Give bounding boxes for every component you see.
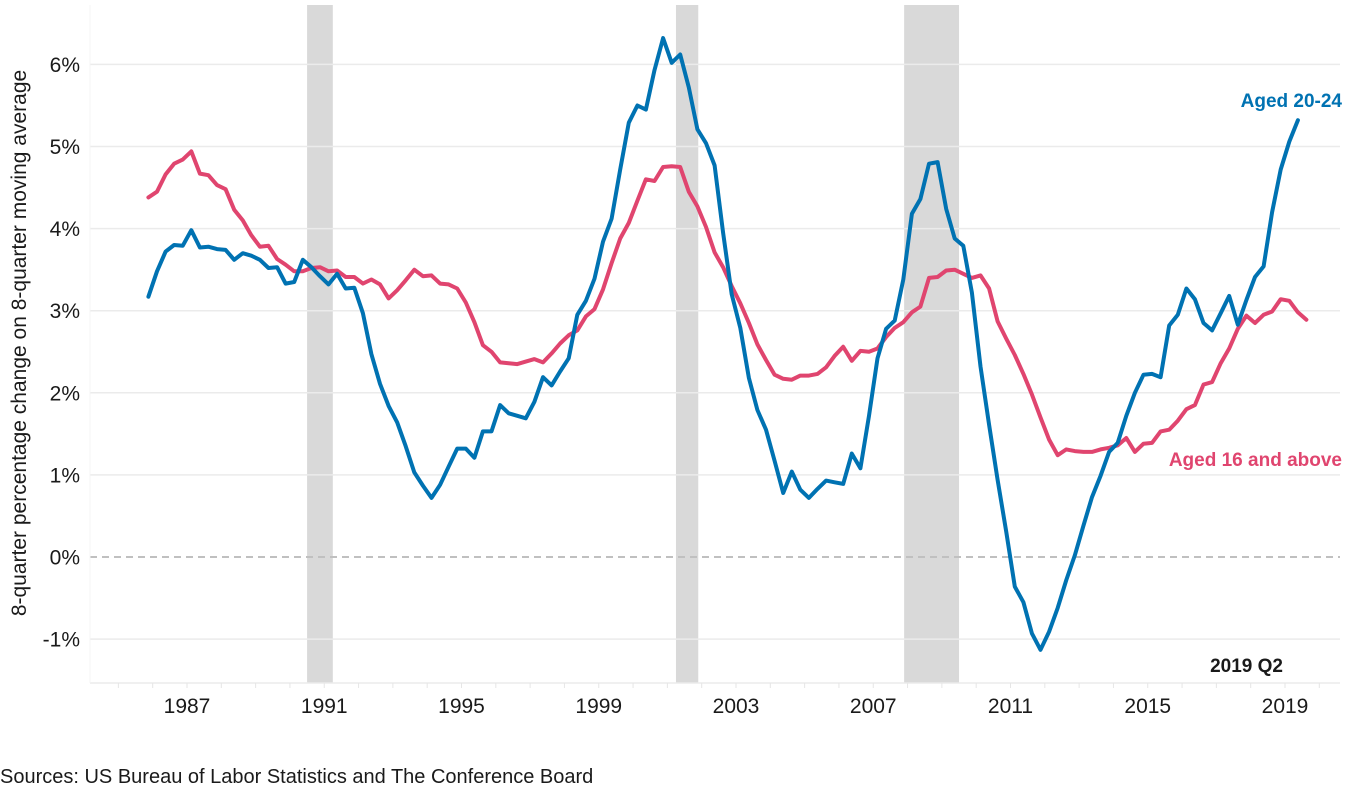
gridlines — [89, 5, 1340, 684]
source-note: Sources: US Bureau of Labor Statistics a… — [0, 766, 594, 788]
y-tick-label: 0% — [50, 547, 80, 570]
y-tick-label: 1% — [50, 464, 80, 487]
y-tick-label: 2% — [50, 382, 80, 405]
x-tick-label: 2007 — [850, 695, 897, 718]
x-tick-label: 2015 — [1124, 695, 1171, 718]
x-tick-label: 1987 — [164, 695, 211, 718]
x-tick-label: 2019 — [1262, 695, 1309, 718]
y-tick-label: 5% — [50, 136, 80, 159]
y-axis-label: 8-quarter percentage change on 8-quarter… — [8, 70, 31, 616]
label-2019-q2: 2019 Q2 — [1210, 656, 1283, 677]
recession-band — [904, 5, 960, 683]
x-tick-label: 1999 — [575, 695, 622, 718]
y-tick-label: 3% — [50, 300, 80, 323]
recession-band — [675, 5, 699, 683]
y-tick-label: -1% — [43, 629, 80, 652]
x-axis-ticks — [117, 683, 1320, 688]
recession-bands — [307, 5, 960, 683]
x-axis-tick-labels: 1987 1991 1995 1999 2003 2007 2011 2015 2019 — [164, 695, 1309, 718]
recession-band — [307, 5, 333, 683]
x-tick-label: 1991 — [301, 695, 348, 718]
y-tick-label: 4% — [50, 218, 80, 241]
y-axis-tick-labels: -1% 0% 1% 2% 3% 4% 5% 6% — [43, 54, 80, 652]
series-line-aged-20-24 — [146, 36, 1300, 652]
x-tick-label: 2011 — [988, 695, 1033, 718]
y-tick-label: 6% — [50, 54, 80, 77]
x-tick-label: 2003 — [713, 695, 760, 718]
label-aged-16-and-above: Aged 16 and above — [1169, 450, 1342, 471]
series-lines — [146, 36, 1309, 652]
x-tick-label: 1995 — [438, 695, 485, 718]
label-aged-20-24: Aged 20-24 — [1241, 91, 1343, 112]
